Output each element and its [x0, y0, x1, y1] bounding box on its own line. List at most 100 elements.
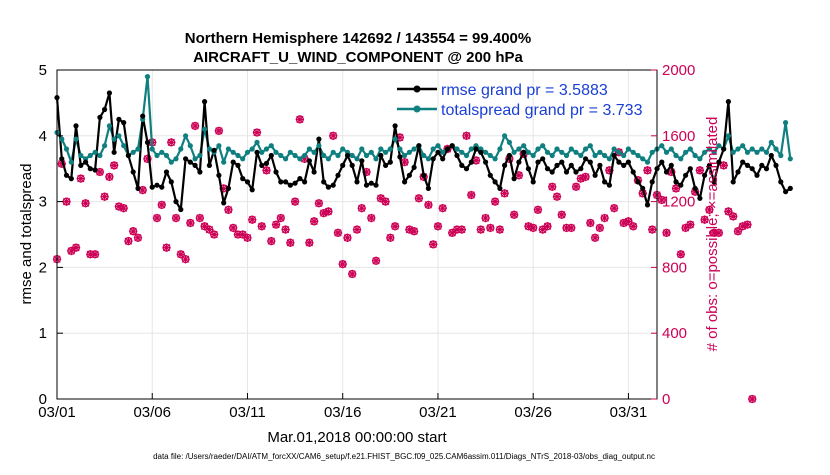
rmse-data-point	[144, 139, 151, 145]
obs-assimilated-marker	[143, 154, 152, 163]
obs-assimilated-marker	[381, 197, 390, 206]
rmse-data-point	[678, 182, 684, 188]
spread-data-point	[259, 149, 265, 155]
rmse-data-point	[502, 162, 508, 168]
spread-data-point	[625, 146, 632, 152]
y-right-tick-label: 1200	[662, 194, 695, 211]
obs-assimilated-marker	[576, 174, 585, 183]
obs-assimilated-marker	[129, 227, 138, 236]
obs-assimilated-marker	[224, 205, 233, 214]
spread-data-point	[387, 146, 393, 152]
rmse-data-point	[373, 182, 379, 188]
spread-data-point	[183, 133, 189, 139]
spread-data-point	[383, 149, 389, 155]
obs-assimilated-marker	[709, 228, 719, 238]
rmse-data-point	[592, 172, 598, 178]
rmse-data-point	[230, 159, 236, 165]
spread-data-point	[463, 152, 470, 159]
rmse-data-point	[59, 156, 65, 162]
obs-assimilated-marker	[124, 236, 133, 246]
spread-data-point	[425, 156, 431, 162]
rmse-data-point	[459, 162, 465, 168]
y-right-tick-label: 2000	[662, 62, 695, 79]
spread-data-point	[206, 146, 212, 152]
axis-ticks: 0 1 2 3 4 5 0 400 800 1200 1600 2000 03/01 03/06 03/11…	[38, 62, 695, 421]
obs-assimilated-marker	[714, 228, 724, 238]
rmse-data-point	[240, 176, 246, 182]
rmse-data-point	[121, 120, 127, 126]
rmse-data-point	[763, 166, 770, 172]
spread-data-point	[516, 146, 522, 152]
spread-data-point	[197, 152, 203, 159]
obs-assimilated-marker	[738, 222, 747, 231]
obs-assimilated-marker	[386, 233, 395, 242]
spread-data-point	[287, 149, 293, 155]
rmse-data-point	[749, 166, 755, 172]
rmse-data-point	[340, 162, 346, 168]
rmse-data-point	[597, 162, 603, 168]
spread-data-point	[544, 149, 551, 155]
spread-data-point	[306, 146, 312, 152]
y-axis-label: rmse and totalspread	[18, 164, 35, 305]
rmse-data-point	[97, 114, 103, 120]
rmse-data-point	[644, 202, 651, 208]
obs-assimilated-marker	[324, 207, 333, 216]
obs-assimilated-marker	[190, 121, 200, 131]
rmse-data-point	[535, 159, 541, 165]
rmse-data-point	[602, 179, 608, 185]
spread-data-point	[187, 143, 193, 149]
spread-data-point	[497, 146, 503, 152]
rmse-data-point	[787, 185, 793, 191]
rmse-data-point	[311, 169, 317, 175]
obs-assimilated-marker	[509, 210, 519, 219]
obs-assimilated-marker	[214, 126, 224, 136]
x-tick-label: 03/16	[324, 404, 362, 421]
rmse-data-point	[263, 160, 270, 166]
rmse-data-point	[463, 166, 470, 172]
x-tick-label: 03/21	[419, 404, 457, 421]
rmse-data-point	[297, 176, 303, 182]
obs-assimilated-marker	[352, 225, 362, 234]
spread-data-point	[763, 149, 770, 155]
obs-assimilated-marker	[748, 394, 757, 404]
rmse-data-point	[697, 195, 703, 201]
spread-data-point	[402, 152, 408, 159]
obs-assimilated-marker	[681, 223, 690, 233]
rmse-data-point	[273, 169, 279, 175]
rmse-data-point	[759, 162, 765, 168]
spread-data-point	[116, 133, 122, 139]
spread-data-point	[283, 156, 289, 162]
spread-data-point	[773, 146, 779, 152]
rmse-data-point	[521, 149, 527, 155]
spread-data-point	[678, 156, 684, 162]
rmse-data-point	[235, 162, 241, 168]
spread-data-point	[725, 133, 732, 139]
rmse-data-point	[544, 166, 551, 172]
rmse-data-point	[178, 206, 184, 213]
rmse-data-point	[730, 179, 736, 185]
spread-data-point	[311, 149, 317, 155]
rmse-data-point	[406, 172, 412, 178]
obs-assimilated-marker	[448, 228, 457, 238]
obs-assimilated-marker	[605, 166, 614, 175]
spread-data-point	[430, 146, 436, 152]
spread-data-point	[178, 146, 184, 152]
spread-data-point	[578, 152, 584, 159]
spread-data-point	[640, 156, 646, 162]
spread-data-point	[759, 146, 765, 152]
rmse-data-point	[468, 159, 474, 165]
spread-data-point	[244, 149, 251, 155]
spread-data-point	[711, 149, 717, 155]
rmse-data-point	[554, 162, 560, 168]
spread-data-point	[363, 152, 370, 159]
rmse-data-point	[392, 123, 398, 129]
y-right-tick-label: 800	[662, 259, 687, 276]
obs-assimilated-marker	[600, 213, 609, 223]
y-tick-label: 4	[39, 128, 47, 145]
rmse-data-point	[302, 179, 308, 185]
obs-count-markers	[52, 115, 757, 404]
spread-data-point	[606, 156, 613, 162]
rmse-data-point	[354, 179, 360, 185]
rmse-data-point	[663, 169, 670, 175]
spread-data-point	[492, 156, 498, 162]
